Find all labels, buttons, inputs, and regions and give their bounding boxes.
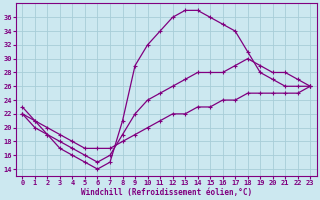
- X-axis label: Windchill (Refroidissement éolien,°C): Windchill (Refroidissement éolien,°C): [81, 188, 252, 197]
